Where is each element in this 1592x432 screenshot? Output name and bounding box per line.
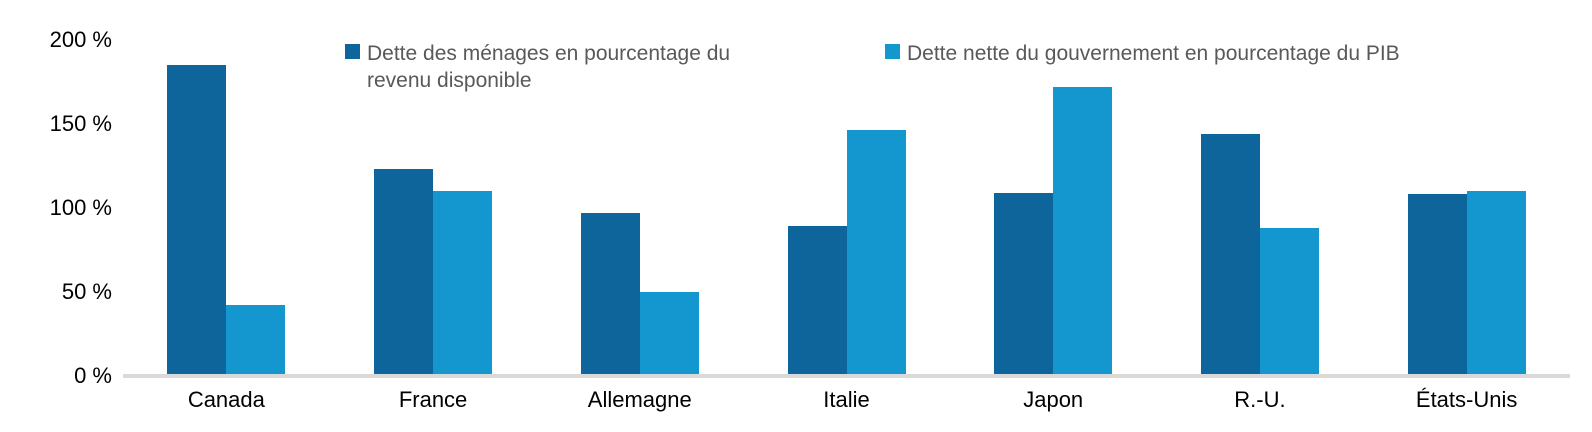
x-axis-label-canada: Canada	[187, 387, 265, 412]
bar-dette-nette-france	[433, 190, 493, 374]
bar-dette-des-japon	[994, 192, 1054, 374]
bar-dette-nette-etats-unis	[1466, 190, 1526, 374]
legend-label-government-net-debt: Dette nette du gouvernement en pourcenta…	[907, 42, 1400, 65]
legend-label-household-debt: Dette des ménages en pourcentage du reve…	[367, 42, 731, 92]
bar-dette-nette-italie	[846, 130, 906, 374]
y-axis-tick-label: 100 %	[49, 195, 112, 220]
bar-dette-des-canada	[167, 64, 227, 374]
bar-dette-nette-r-u	[1259, 227, 1319, 374]
bar-dette-des-italie	[787, 226, 847, 374]
x-axis-label-italie: Italie	[823, 387, 870, 412]
x-axis-label-japon: Japon	[1023, 387, 1084, 412]
y-axis-tick-label: 0 %	[74, 363, 112, 388]
bar-dette-des-r-u	[1200, 133, 1260, 374]
bar-dette-nette-canada	[226, 305, 286, 374]
bar-dette-nette-allemagne	[639, 291, 699, 374]
y-axis-tick-label: 50 %	[61, 279, 112, 304]
legend-swatch-government-net-debt-icon	[885, 44, 900, 59]
legend-item-household-debt: Dette des ménages en pourcentage du reve…	[345, 40, 797, 94]
y-axis-tick-label: 150 %	[49, 111, 112, 136]
bar-dette-des-etats-unis	[1407, 194, 1467, 374]
bar-dette-des-allemagne	[580, 212, 640, 374]
x-axis-label-allemagne: Allemagne	[587, 387, 692, 412]
x-axis-label-etats-unis: États-Unis	[1415, 387, 1518, 412]
legend-swatch-household-debt-icon	[345, 44, 360, 59]
x-axis-line	[123, 374, 1570, 378]
y-axis-tick-label: 200 %	[49, 27, 112, 52]
bar-dette-nette-japon	[1053, 86, 1113, 374]
x-axis-label-r-u: R.-U.	[1234, 387, 1286, 412]
bar-dette-des-france	[374, 169, 434, 374]
x-axis-label-france: France	[398, 387, 468, 412]
legend-item-government-net-debt: Dette nette du gouvernement en pourcenta…	[885, 40, 1400, 67]
